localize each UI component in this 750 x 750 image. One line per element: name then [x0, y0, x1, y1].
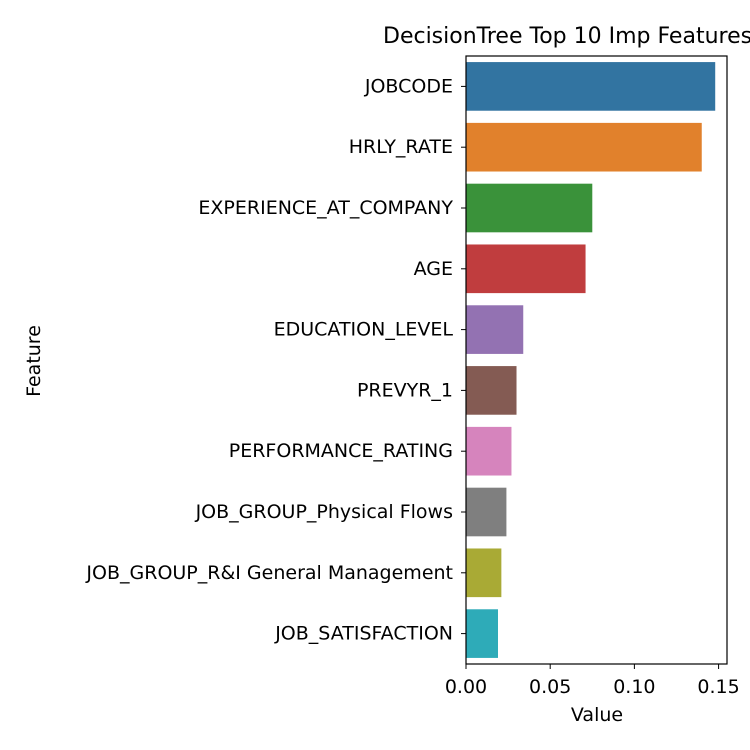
- axes-frame: [465, 55, 728, 665]
- y-tick-group: JOBCODE HRLY_RATE EXPERIENCE_AT_COMPANY AGE…: [85, 75, 466, 645]
- bar-2: [466, 183, 593, 233]
- y-axis-label: Feature: [23, 325, 45, 397]
- bar-0: [466, 62, 716, 111]
- chart-title: DecisionTree Top 10 Imp Features: [383, 24, 750, 49]
- bar-1: [466, 122, 702, 172]
- bar-4: [466, 305, 524, 354]
- bar-8: [466, 548, 502, 598]
- x-tick-label: 0.05: [529, 676, 571, 698]
- y-tick-label: JOB_GROUP_Physical Flows: [195, 501, 453, 523]
- y-tick-label: PREVYR_1: [357, 379, 453, 401]
- bar-3: [466, 244, 586, 294]
- x-axis-label: Value: [571, 704, 623, 726]
- y-tick-label: JOB_SATISFACTION: [274, 623, 453, 645]
- bar-7: [466, 487, 507, 537]
- y-tick-label: PERFORMANCE_RATING: [229, 440, 453, 462]
- y-tick-label: AGE: [414, 258, 453, 280]
- bar-6: [466, 426, 512, 476]
- x-tick-group: 0.00 0.05 0.10 0.15: [445, 664, 740, 698]
- y-tick-label: JOBCODE: [364, 75, 453, 97]
- x-tick-label: 0.00: [445, 676, 487, 698]
- y-tick-label: HRLY_RATE: [349, 136, 453, 158]
- axes-border: [465, 55, 728, 665]
- x-tick-label: 0.15: [697, 676, 739, 698]
- y-tick-label: JOB_GROUP_R&I General Management: [85, 562, 453, 584]
- y-tick-label: EDUCATION_LEVEL: [274, 319, 454, 341]
- bar-9: [466, 609, 498, 658]
- x-tick-label: 0.10: [613, 676, 655, 698]
- bar-5: [466, 366, 517, 415]
- bars-group: [466, 62, 716, 658]
- y-tick-label: EXPERIENCE_AT_COMPANY: [198, 197, 453, 219]
